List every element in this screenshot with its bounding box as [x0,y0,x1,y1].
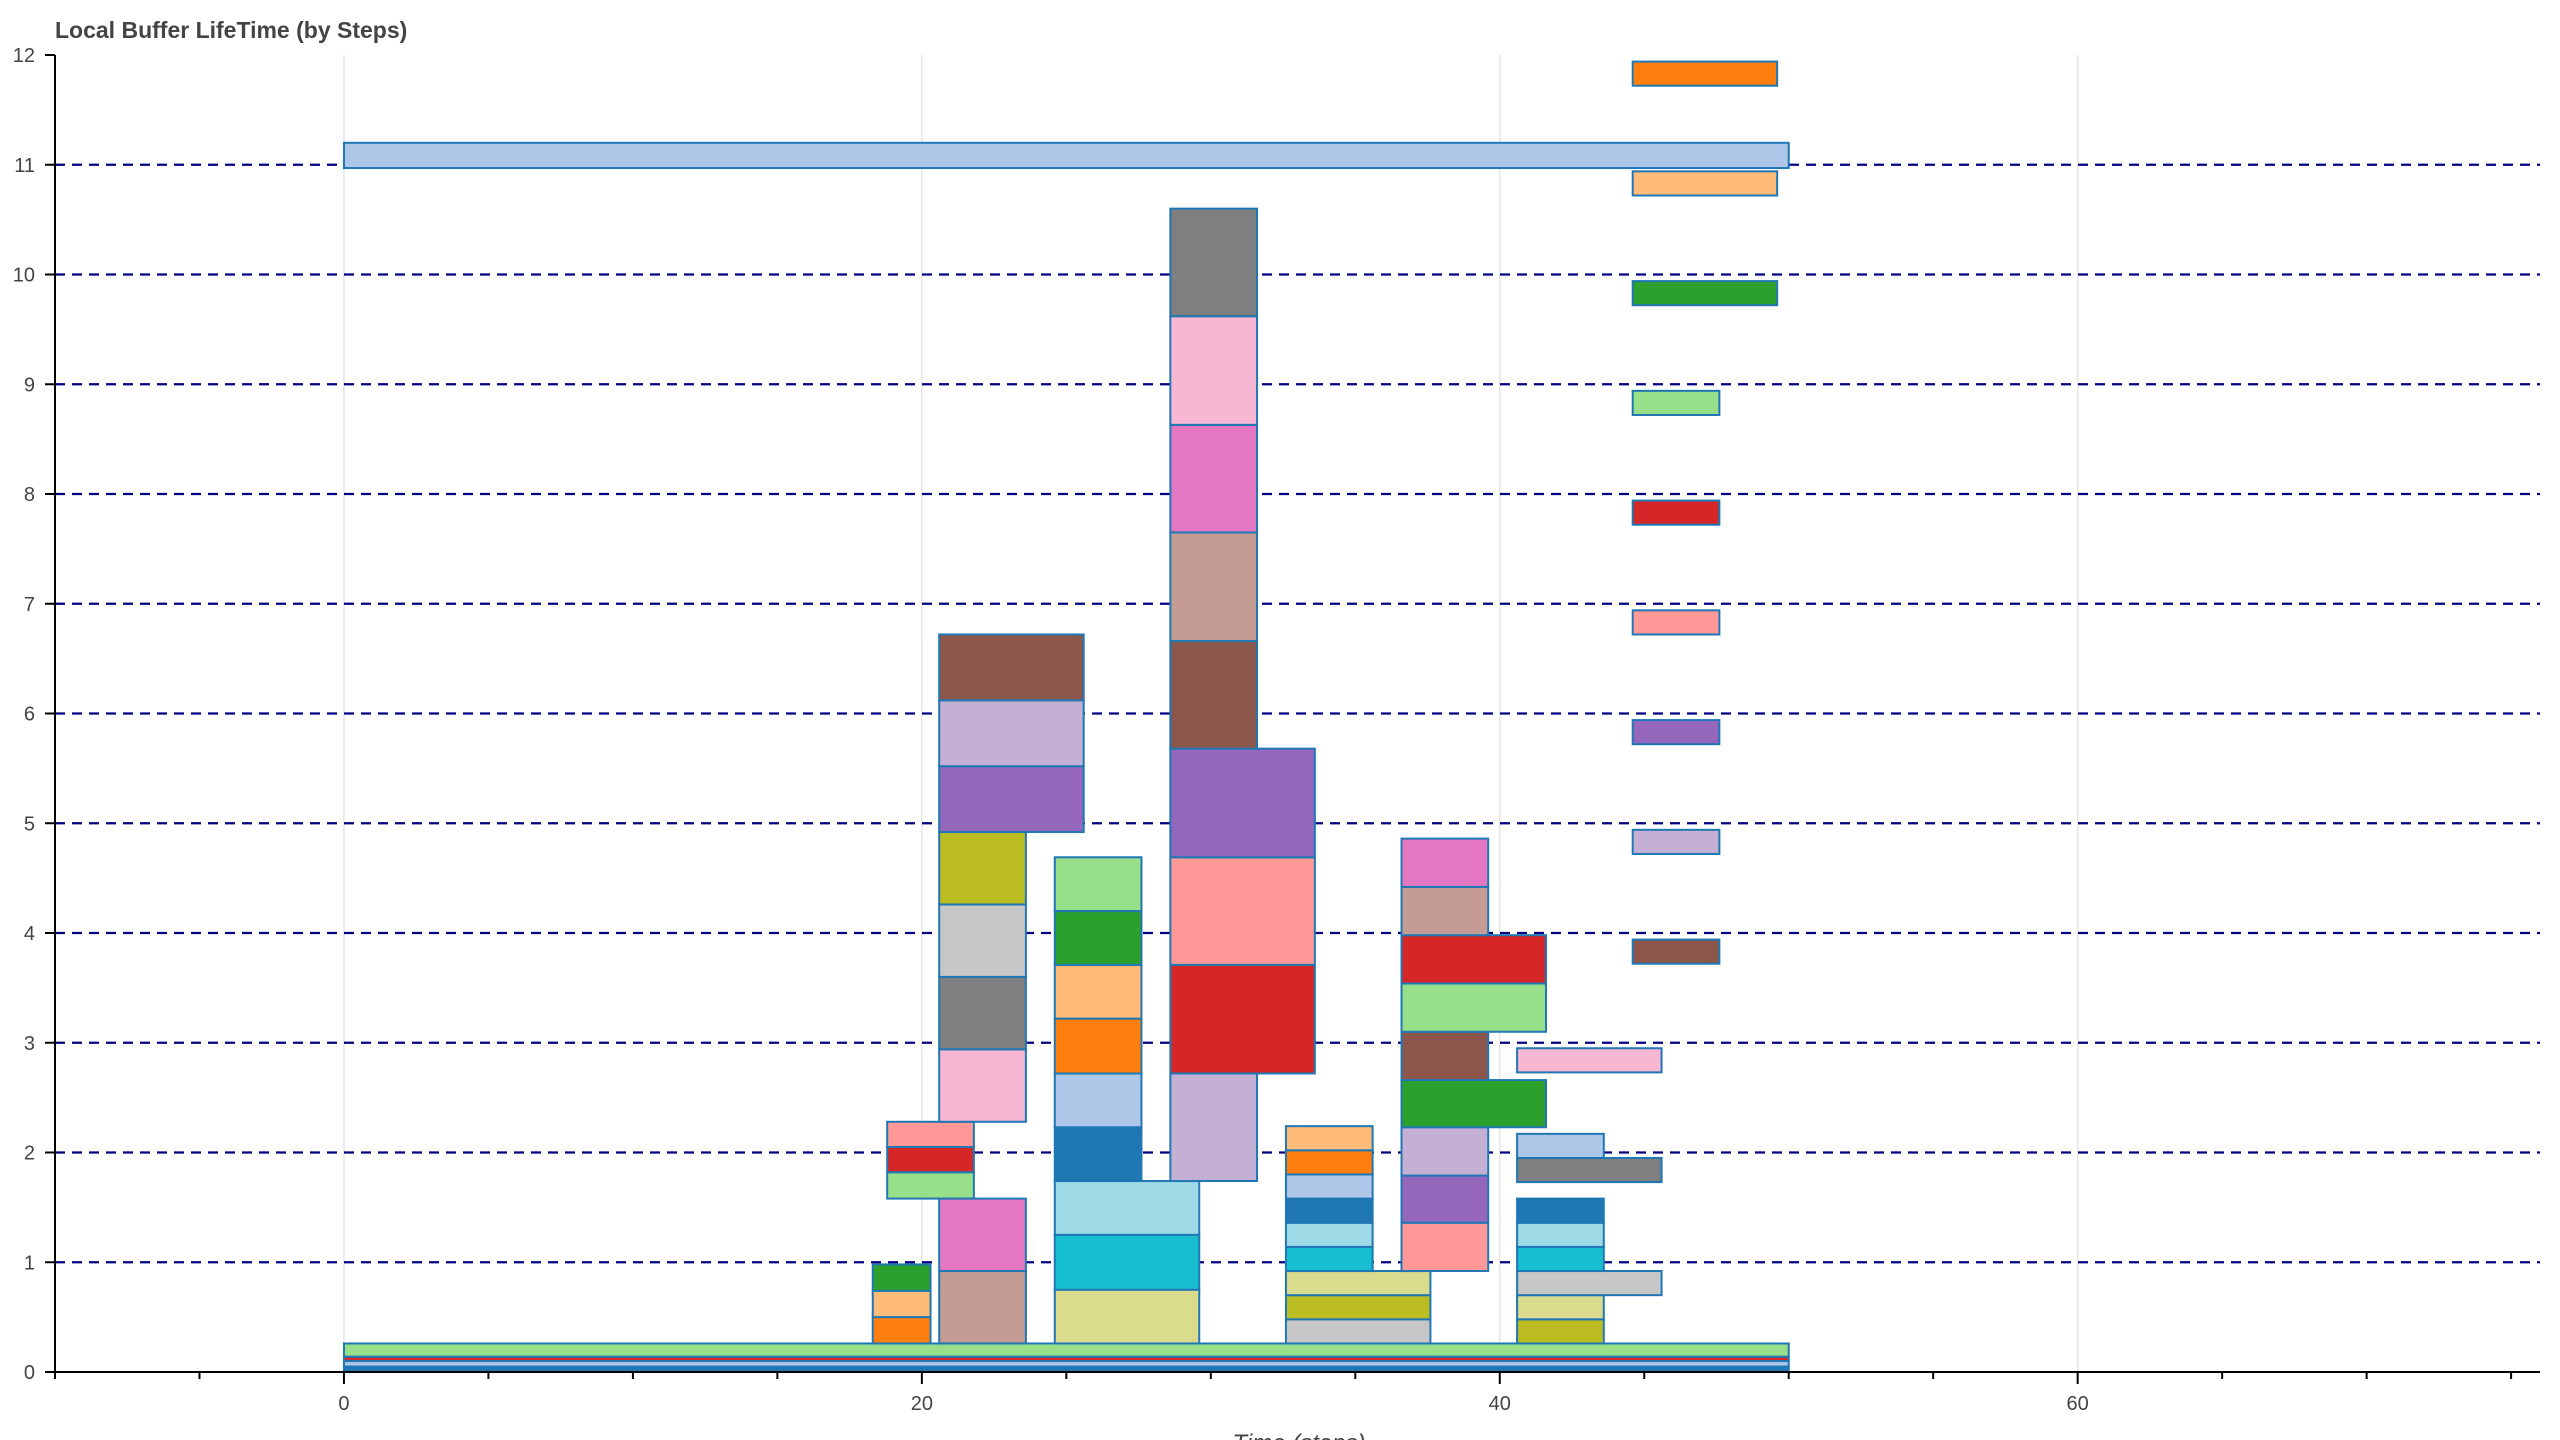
bar [1631,828,1721,855]
bar [1400,1079,1548,1129]
y-tick-label: 11 [14,155,35,177]
bar [1400,982,1548,1033]
y-tick-label: 4 [24,923,35,945]
bar [938,1270,1027,1345]
bar [938,699,1085,768]
bar [1053,1180,1201,1236]
bar [1169,856,1316,966]
bar [871,1316,932,1345]
y-tick-label: 2 [24,1143,35,1165]
bar [342,1342,1790,1358]
bar [1053,1072,1143,1129]
bar [1284,1245,1374,1273]
bar [1516,1245,1605,1273]
bar [1516,1318,1605,1345]
x-tick-label: 40 [1489,1393,1511,1415]
bar [1053,1017,1143,1075]
bar [938,1048,1027,1123]
reference-lines [55,163,2540,1264]
bar [1400,1030,1490,1082]
y-tick-label: 8 [24,484,35,506]
bar [1516,1270,1663,1297]
bar [1400,1174,1490,1224]
bar [886,1146,975,1174]
bar [1053,856,1143,913]
bar [1516,1221,1605,1248]
bar [1053,910,1143,966]
bar [1400,934,1548,985]
bar [1169,207,1259,318]
x-tick-label: 0 [338,1393,349,1415]
bar [1284,1173,1374,1200]
bar [1169,423,1259,534]
bar [1284,1270,1432,1297]
y-tick-label: 5 [24,813,35,835]
bar [1169,640,1259,750]
bar [1284,1197,1374,1224]
bar [1284,1149,1374,1176]
y-tick-label: 12 [13,45,35,67]
bar [1516,1197,1605,1224]
bar [1516,1294,1605,1321]
bar [1169,315,1259,426]
bars [342,60,1790,1373]
bar [938,633,1085,702]
bar [1516,1132,1605,1159]
bar [938,903,1027,978]
bar [342,141,1790,170]
bar [1400,837,1490,888]
y-tick-label: 10 [13,265,35,287]
bar [1400,885,1490,937]
bar [1169,963,1316,1075]
bar [1284,1125,1374,1152]
x-axis-label: Time (steps) [1232,1430,1365,1440]
bar [1631,609,1721,636]
x-tick-label: 60 [2067,1393,2089,1415]
bar [1053,1126,1143,1183]
bar [871,1263,932,1292]
bar [1631,938,1721,965]
bar [1516,1047,1663,1074]
y-tick-label: 6 [24,704,35,726]
bar [1631,719,1721,746]
bar [1631,280,1779,307]
y-tick-label: 1 [24,1252,35,1274]
bar [1169,531,1259,643]
y-tick-label: 9 [24,374,35,396]
bar [1631,499,1721,526]
bar [1400,1126,1490,1177]
chart-title: Local Buffer LifeTime (by Steps) [55,17,407,43]
bar [938,1197,1027,1273]
y-tick-label: 0 [24,1362,35,1384]
bar [886,1120,975,1149]
bar [1053,1233,1201,1291]
bar [1631,60,1779,87]
y-tick-label: 3 [24,1033,35,1055]
bar [1631,170,1779,197]
bar [1284,1294,1432,1321]
bar [1516,1156,1663,1184]
bar [1169,747,1316,859]
bar [1284,1318,1432,1345]
bar [1400,1221,1490,1273]
x-tick-label: 20 [911,1393,933,1415]
bar [1284,1221,1374,1248]
bar [1053,963,1143,1020]
bar [938,765,1085,834]
y-tick-label: 7 [24,594,35,616]
bar [938,831,1027,906]
bar [886,1171,975,1200]
bar [938,975,1027,1051]
bar [871,1289,932,1319]
bar [1169,1072,1259,1183]
bar [1631,389,1721,416]
bar [1053,1288,1201,1345]
